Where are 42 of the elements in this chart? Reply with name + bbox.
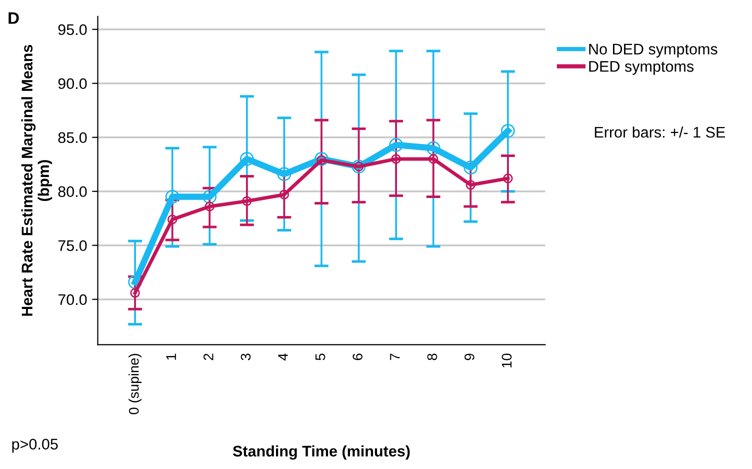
x-tick-label: 2 [204, 354, 214, 360]
point [391, 154, 401, 164]
text: Error bars: +/- 1 SE [594, 126, 726, 138]
point [464, 160, 478, 175]
legend-label: No DED symptoms [589, 44, 718, 58]
legend-label: DED symptoms [589, 61, 694, 75]
point [426, 141, 440, 156]
point [503, 174, 513, 184]
chart-title: D [8, 12, 19, 24]
point [202, 190, 217, 204]
x-tick-label: 3 [240, 354, 251, 360]
y-tick-label: 70.0 [58, 294, 87, 306]
point [240, 152, 254, 166]
point [428, 154, 438, 164]
x-tick-label: 1 [166, 354, 176, 360]
x-tick-label: 5 [316, 354, 326, 360]
x-tick-label: 10 [502, 354, 512, 368]
point [165, 190, 180, 204]
x-tick-label: 8 [427, 354, 438, 360]
point [167, 214, 178, 224]
point [314, 152, 328, 166]
point [242, 196, 252, 206]
y-axis-title: Heart Rate Estimated Marginal Means (bpm) [21, 44, 52, 316]
x-axis-title: Standing Time (minutes) [232, 445, 410, 460]
x-tick-label: 9 [464, 354, 474, 360]
point [500, 124, 515, 138]
x-tick-label: 0 (supine) [128, 354, 142, 414]
y-tick-label: 90.0 [58, 78, 87, 90]
y-tick-label: 85.0 [58, 132, 87, 144]
point [130, 288, 140, 298]
point [204, 202, 214, 212]
point [389, 138, 403, 152]
point [466, 180, 476, 190]
y-tick-label: 75.0 [58, 240, 87, 252]
point [277, 167, 292, 182]
point [279, 190, 290, 200]
y-tick-label: 80.0 [58, 186, 87, 198]
text: p>0.05 [12, 438, 58, 453]
x-tick-label: 6 [352, 354, 362, 360]
x-tick-label: 4 [278, 353, 288, 360]
y-tick-label: 95.0 [58, 24, 87, 36]
x-tick-label: 7 [390, 354, 400, 360]
